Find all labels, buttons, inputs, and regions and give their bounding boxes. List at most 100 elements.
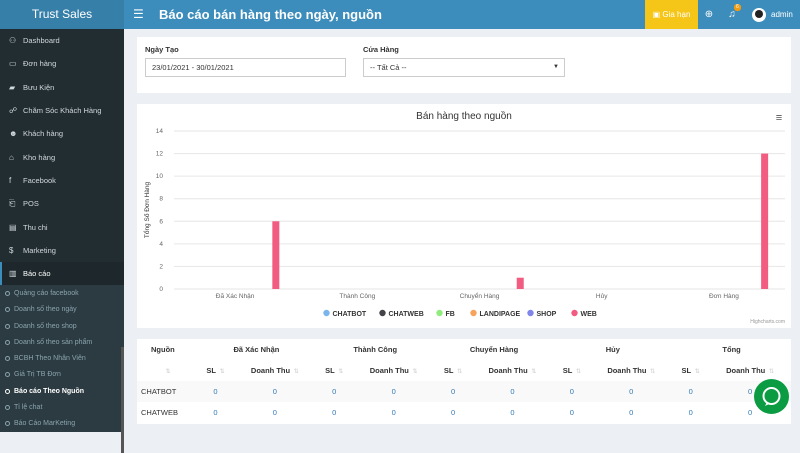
value-cell[interactable]: 0: [315, 381, 353, 402]
header-label: SL: [206, 366, 216, 375]
cart-icon: ▭: [9, 59, 17, 69]
group-header: Thành Công: [353, 345, 398, 354]
value-cell[interactable]: 0: [471, 381, 554, 402]
value-cell[interactable]: 0: [332, 408, 337, 417]
submenu-item-label: Báo cáo Theo Nguồn: [14, 387, 84, 395]
circle-icon: [5, 323, 10, 329]
y-tick-label: 2: [159, 263, 163, 270]
value-cell[interactable]: 0: [197, 381, 234, 402]
sort-icon: ⇅: [292, 369, 299, 375]
chart-bar: [761, 153, 769, 289]
source-header: Nguồn: [151, 345, 175, 354]
sidebar-item-label: Marketing: [23, 245, 56, 255]
date-range-input[interactable]: 23/01/2021 - 30/01/2021: [145, 58, 346, 77]
renew-button[interactable]: ▣ Gia hạn: [645, 0, 698, 29]
hamburger-icon[interactable]: ☰: [133, 7, 144, 21]
submenu-item[interactable]: Doanh số theo sản phẩm: [0, 334, 124, 350]
sidebar-scrollbar[interactable]: [121, 347, 124, 453]
sidebar-item-label: Chăm Sóc Khách Hàng: [23, 106, 102, 116]
sidebar-item[interactable]: ☻ Khách hàng: [0, 122, 124, 145]
sidebar-item[interactable]: ▥ Báo cáo: [0, 261, 124, 286]
sidebar-item-label: Thu chi: [23, 222, 48, 232]
globe-icon[interactable]: ⊕: [704, 9, 714, 20]
legend-marker: [323, 309, 330, 317]
sort-header-cell[interactable]: ⇅: [137, 360, 197, 381]
legend-label: SHOP: [537, 311, 557, 318]
value-cell[interactable]: 0: [352, 381, 435, 402]
sidebar-item[interactable]: ▭ Đơn hàng: [0, 52, 124, 75]
value-cell[interactable]: 0: [450, 408, 456, 417]
value-cell[interactable]: 0: [391, 408, 396, 417]
chart-credits: Highcharts.com: [750, 319, 785, 325]
header-label: Doanh Thu: [607, 366, 647, 375]
submenu-item[interactable]: Doanh số theo shop: [0, 318, 124, 334]
y-tick-label: 6: [159, 218, 163, 225]
sl-header[interactable]: SL ⇅: [672, 360, 709, 381]
value-cell[interactable]: 0: [553, 381, 591, 402]
submenu-item[interactable]: Giá Trị TB Đơn: [0, 367, 124, 383]
header-label: Doanh Thu: [726, 366, 766, 375]
submenu-item[interactable]: Tỉ lệ chat: [0, 399, 124, 415]
sort-icon: ⇅: [693, 369, 700, 375]
circle-icon: [5, 388, 10, 394]
sidebar-item[interactable]: ▰ Bưu Kiện: [0, 76, 124, 99]
sort-icon: ⇅: [410, 369, 418, 375]
value-cell[interactable]: 0: [272, 408, 277, 417]
y-tick-label: 14: [156, 128, 164, 135]
store-select[interactable]: -- Tất Cả -- ▼: [363, 58, 565, 77]
sl-header[interactable]: SL ⇅: [435, 360, 472, 381]
legend-marker: [470, 309, 477, 317]
cart-icon: ▣: [652, 10, 663, 19]
legend-marker: [527, 309, 534, 317]
sidebar-item[interactable]: f Facebook: [0, 169, 124, 192]
value-cell[interactable]: 0: [672, 381, 710, 402]
revenue-header[interactable]: Doanh Thu ⇅: [234, 360, 316, 381]
legend-label: CHATBOT: [333, 311, 367, 318]
handshake-icon: ☍: [9, 106, 18, 116]
sl-header[interactable]: SL ⇅: [197, 360, 234, 381]
money-icon: ▤: [9, 222, 17, 232]
submenu-item[interactable]: BCBH Theo Nhân Viên: [0, 350, 124, 366]
header-label: SL: [681, 366, 692, 375]
pos-icon: ⎗: [9, 198, 16, 208]
legend-label: CHATWEB: [389, 311, 424, 318]
value-cell[interactable]: 0: [590, 381, 673, 402]
sl-header[interactable]: SL ⇅: [316, 360, 353, 381]
bell-icon[interactable]: ♫ 6: [728, 4, 741, 20]
value-cell[interactable]: 0: [434, 381, 472, 402]
sidebar-item[interactable]: ⚇ Dashboard: [0, 29, 124, 52]
sl-header[interactable]: SL ⇅: [553, 360, 590, 381]
sidebar-item[interactable]: ☍ Chăm Sóc Khách Hàng: [0, 99, 124, 122]
revenue-header[interactable]: Doanh Thu ⇅: [472, 360, 554, 381]
users-icon: ☻: [9, 129, 18, 139]
sort-icon: ⇅: [455, 369, 463, 375]
sidebar-item[interactable]: ⎗ POS: [0, 192, 124, 215]
revenue-header[interactable]: Doanh Thu ⇅: [709, 360, 791, 381]
submenu-item[interactable]: Quảng cáo facebook: [0, 285, 124, 301]
value-cell[interactable]: 0: [213, 408, 218, 417]
sidebar-item[interactable]: $ Marketing: [0, 239, 124, 262]
sidebar-item[interactable]: ▤ Thu chi: [0, 215, 124, 238]
legend-marker: [379, 309, 386, 317]
legend-label: LANDIPAGE: [480, 311, 521, 318]
user-menu[interactable]: admin: [752, 0, 793, 29]
submenu-item[interactable]: Báo cáo Theo Nguồn: [0, 383, 124, 399]
brand-logo[interactable]: Trust Sales: [0, 0, 124, 29]
sidebar-item[interactable]: ⌂ Kho hàng: [0, 145, 124, 168]
submenu-item-label: Tỉ lệ chat: [14, 403, 43, 411]
chat-bubble-glyph: [762, 387, 781, 406]
sort-icon: ⇅: [767, 369, 774, 375]
revenue-header[interactable]: Doanh Thu ⇅: [353, 360, 435, 381]
submenu-item[interactable]: Doanh số theo ngày: [0, 302, 124, 318]
revenue-header[interactable]: Doanh Thu ⇅: [590, 360, 672, 381]
chat-bubble-icon[interactable]: [754, 379, 789, 414]
value-cell[interactable]: 0: [233, 381, 316, 402]
header-label: SL: [443, 366, 454, 375]
submenu-item-label: BCBH Theo Nhân Viên: [14, 355, 86, 363]
value-cell[interactable]: 0: [629, 408, 634, 417]
value-cell[interactable]: 0: [569, 408, 574, 417]
hamburger-icon[interactable]: ≡: [776, 112, 782, 124]
value-cell[interactable]: 0: [510, 408, 515, 417]
value-cell[interactable]: 0: [688, 408, 693, 417]
value-cell[interactable]: 0: [747, 408, 753, 417]
